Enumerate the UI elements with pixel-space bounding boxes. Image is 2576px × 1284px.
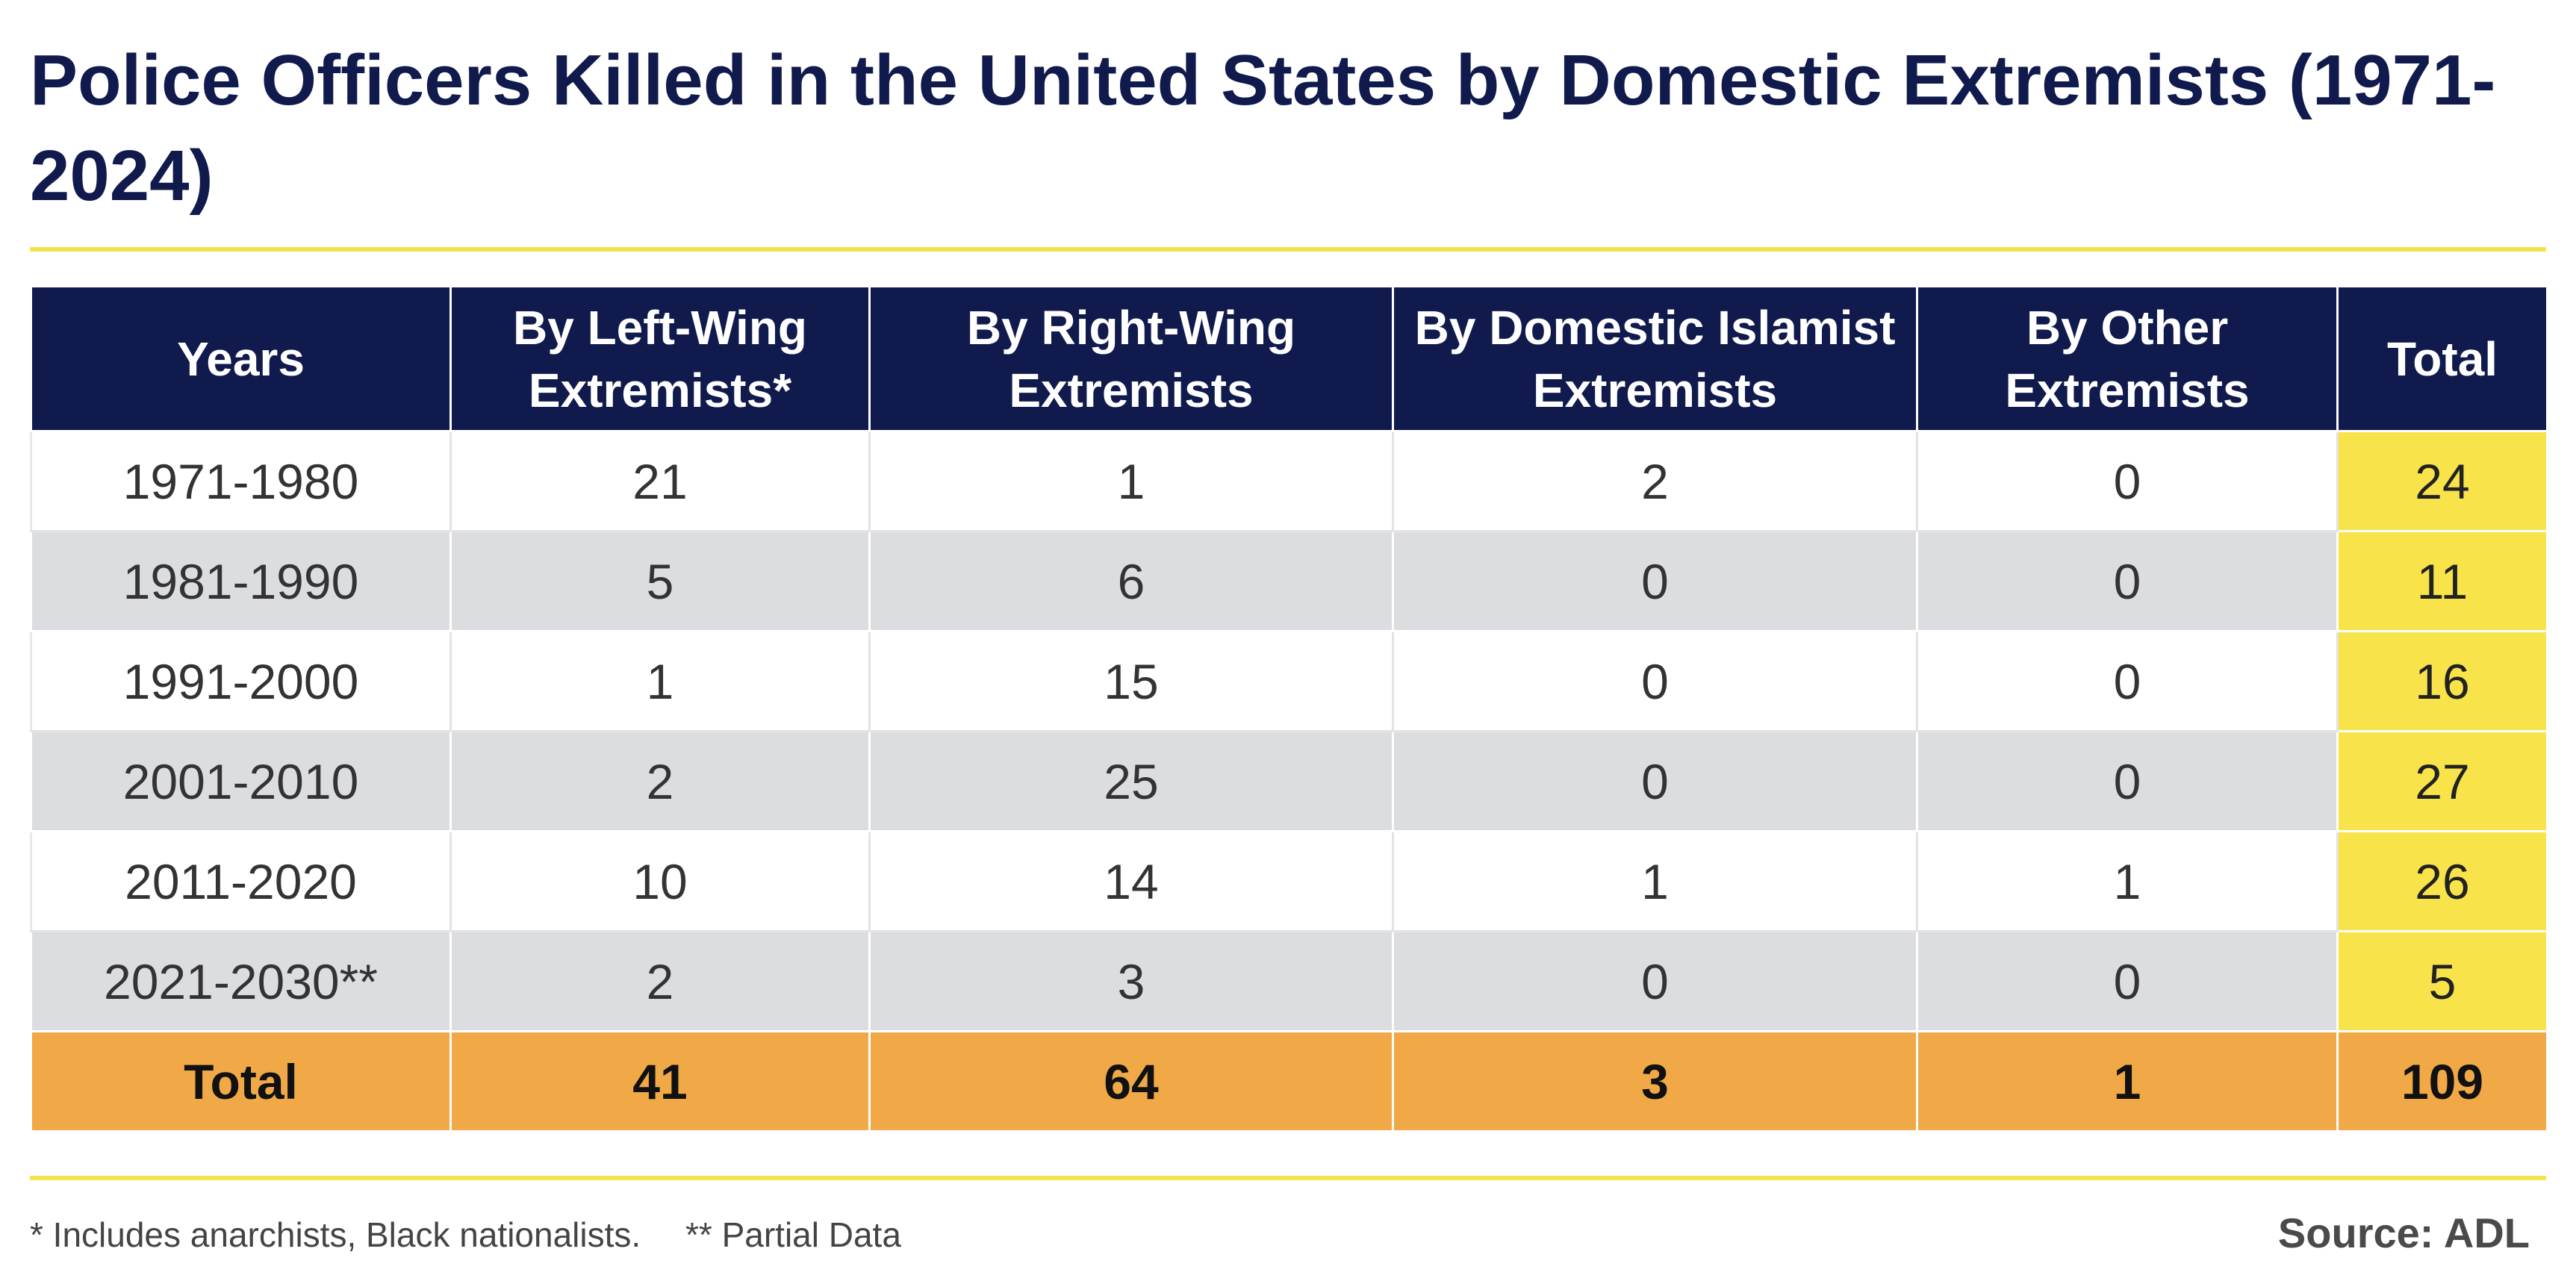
- cell-right-wing: 15: [868, 630, 1394, 732]
- cell-total: 26: [2336, 830, 2548, 932]
- cell-years: 2001-2010: [30, 730, 452, 832]
- cell-domestic-islamist: 0: [1392, 730, 1918, 832]
- cell-total: 24: [2336, 430, 2548, 532]
- table-row: 1991-2000 1 15 0 0 16: [30, 630, 2548, 732]
- cell-total: 27: [2336, 730, 2548, 832]
- footnote-left-wing: * Includes anarchists, Black nationalist…: [30, 1215, 641, 1254]
- header-domestic-islamist: By Domestic Islamist Extremists: [1392, 285, 1918, 432]
- cell-left-wing: 1: [449, 630, 871, 732]
- totals-label: Total: [30, 1030, 452, 1132]
- cell-domestic-islamist: 0: [1392, 930, 1918, 1032]
- bottom-divider: [30, 1176, 2546, 1180]
- total-left-wing: 41: [449, 1030, 871, 1132]
- cell-years: 1991-2000: [30, 630, 452, 732]
- cell-left-wing: 10: [449, 830, 871, 932]
- source-credit: Source: ADL: [2277, 1209, 2530, 1256]
- cell-left-wing: 21: [449, 430, 871, 532]
- cell-right-wing: 6: [868, 530, 1394, 632]
- table-row: 2001-2010 2 25 0 0 27: [30, 730, 2548, 832]
- cell-left-wing: 2: [449, 730, 871, 832]
- cell-right-wing: 25: [868, 730, 1394, 832]
- table-row: 2021-2030** 2 3 0 0 5: [30, 930, 2548, 1032]
- grand-total: 109: [2336, 1030, 2548, 1132]
- cell-domestic-islamist: 0: [1392, 530, 1918, 632]
- cell-other: 0: [1916, 730, 2339, 832]
- header-right-wing: By Right-Wing Extremists: [868, 285, 1394, 432]
- cell-left-wing: 5: [449, 530, 871, 632]
- cell-other: 1: [1916, 830, 2339, 932]
- cell-other: 0: [1916, 430, 2339, 532]
- cell-other: 0: [1916, 630, 2339, 732]
- cell-total: 5: [2336, 930, 2548, 1032]
- header-left-wing: By Left-Wing Extremists*: [449, 285, 871, 432]
- cell-right-wing: 1: [868, 430, 1394, 532]
- cell-years: 2011-2020: [30, 830, 452, 932]
- totals-row: Total 41 64 3 1 109: [30, 1030, 2548, 1132]
- cell-years: 1981-1990: [30, 530, 452, 632]
- cell-years: 2021-2030**: [30, 930, 452, 1032]
- table-row: 1981-1990 5 6 0 0 11: [30, 530, 2548, 632]
- cell-other: 0: [1916, 530, 2339, 632]
- top-divider: [30, 247, 2546, 252]
- cell-total: 16: [2336, 630, 2548, 732]
- cell-domestic-islamist: 2: [1392, 430, 1918, 532]
- header-other: By Other Extremists: [1916, 285, 2339, 432]
- cell-years: 1971-1980: [30, 430, 452, 532]
- chart-title: Police Officers Killed in the United Sta…: [30, 40, 2496, 216]
- cell-total: 11: [2336, 530, 2548, 632]
- header-total: Total: [2336, 285, 2548, 432]
- total-domestic-islamist: 3: [1392, 1030, 1918, 1132]
- footnote-partial-data: ** Partial Data: [685, 1215, 901, 1254]
- header-years: Years: [30, 285, 452, 432]
- data-table: Years By Left-Wing Extremists* By Right-…: [30, 285, 2548, 1132]
- cell-right-wing: 3: [868, 930, 1394, 1032]
- total-right-wing: 64: [868, 1030, 1394, 1132]
- table-body: 1971-1980 21 1 2 0 24 1981-1990 5 6 0 0 …: [30, 430, 2548, 1132]
- total-other: 1: [1916, 1030, 2339, 1132]
- cell-domestic-islamist: 1: [1392, 830, 1918, 932]
- table-row: 2011-2020 10 14 1 1 26: [30, 830, 2548, 932]
- cell-domestic-islamist: 0: [1392, 630, 1918, 732]
- cell-right-wing: 14: [868, 830, 1394, 932]
- cell-left-wing: 2: [449, 930, 871, 1032]
- cell-other: 0: [1916, 930, 2339, 1032]
- header-row: Years By Left-Wing Extremists* By Right-…: [30, 285, 2548, 432]
- table-row: 1971-1980 21 1 2 0 24: [30, 430, 2548, 532]
